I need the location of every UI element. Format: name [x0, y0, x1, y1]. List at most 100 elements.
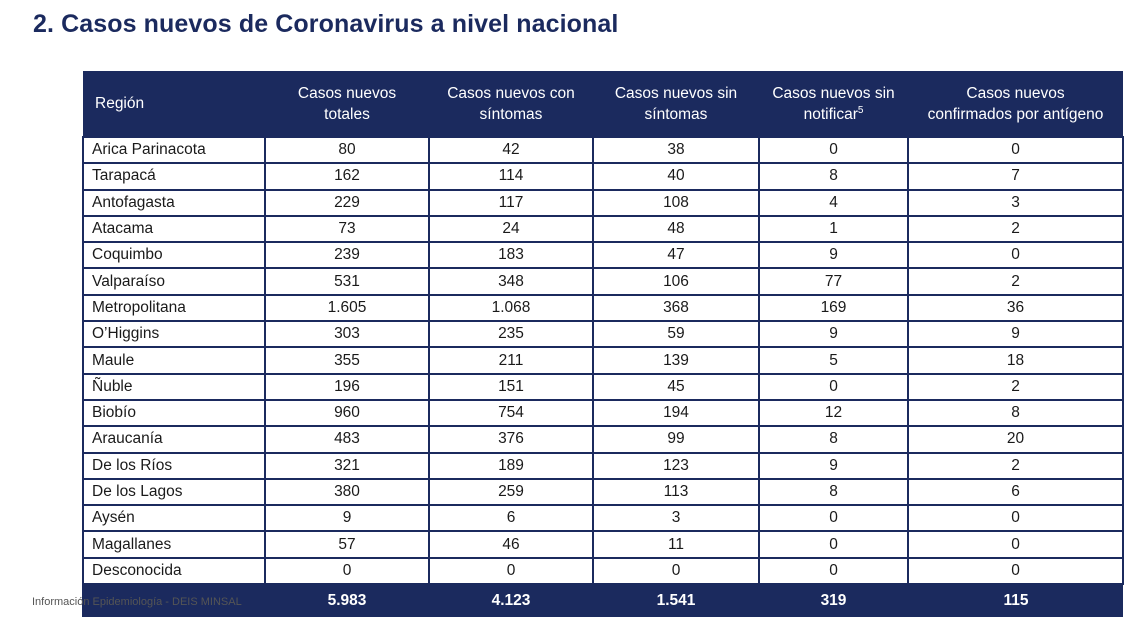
value-cell: 0 — [428, 556, 594, 586]
cases-table-container: Región Casos nuevos totales Casos nuevos… — [82, 71, 1124, 617]
value-cell: 355 — [264, 346, 430, 375]
value-cell: 99 — [592, 425, 760, 454]
source-footnote: Información Epidemiología - DEIS MINSAL — [32, 596, 242, 608]
value-cell: 0 — [758, 135, 909, 165]
value-cell: 321 — [264, 451, 430, 480]
value-cell: 114 — [428, 162, 594, 191]
header-label: notificar — [803, 105, 858, 123]
header-without-symptoms: Casos nuevos sin síntomas — [593, 71, 759, 137]
table-row: De los Lagos 380 259 113 8 6 — [82, 477, 1124, 507]
value-cell: 2 — [907, 267, 1124, 296]
table-row: Coquimbo 239 183 47 9 0 — [82, 241, 1124, 270]
value-cell: 6 — [428, 504, 594, 533]
total-cell: 1.541 — [592, 584, 759, 617]
value-cell: 235 — [428, 320, 594, 349]
value-cell: 42 — [428, 135, 594, 165]
region-name-cell: Araucanía — [82, 425, 266, 454]
value-cell: 38 — [592, 135, 760, 165]
value-cell: 483 — [264, 425, 430, 454]
value-cell: 0 — [907, 504, 1124, 533]
header-total: Casos nuevos totales — [265, 71, 429, 137]
table-row: De los Ríos 321 189 123 9 2 — [82, 451, 1124, 480]
value-cell: 151 — [428, 372, 594, 401]
value-cell: 40 — [592, 162, 760, 191]
header-label: Casos nuevos — [966, 84, 1065, 102]
value-cell: 108 — [592, 188, 760, 217]
value-cell: 59 — [592, 320, 760, 349]
table-body: Arica Parinacota 80 42 38 0 0 Tarapacá 162 114 40… — [82, 135, 1124, 586]
table-row: Desconocida 0 0 0 0 0 — [82, 556, 1124, 586]
page-title: 2. Casos nuevos de Coronavirus a nivel n… — [33, 10, 619, 38]
total-cell: 319 — [758, 584, 908, 617]
value-cell: 0 — [758, 372, 909, 401]
region-name-cell: Biobío — [82, 398, 266, 428]
value-cell: 8 — [907, 398, 1124, 428]
table-row: Biobío 960 754 194 12 8 — [82, 398, 1124, 428]
region-name-cell: Desconocida — [82, 556, 266, 586]
value-cell: 380 — [264, 477, 430, 507]
table-header-row: Región Casos nuevos totales Casos nuevos… — [83, 71, 1123, 137]
value-cell: 376 — [428, 425, 594, 454]
value-cell: 189 — [428, 451, 594, 480]
value-cell: 7 — [907, 162, 1124, 191]
value-cell: 348 — [428, 267, 594, 296]
header-label: Casos nuevos — [297, 84, 397, 102]
region-name-cell: Tarapacá — [82, 162, 266, 191]
header-region: Región — [83, 71, 265, 137]
value-cell: 6 — [907, 477, 1124, 507]
value-cell: 46 — [428, 530, 594, 559]
value-cell: 9 — [758, 451, 909, 480]
value-cell: 11 — [592, 530, 760, 559]
value-cell: 8 — [758, 425, 909, 454]
value-cell: 3 — [907, 188, 1124, 217]
region-name-cell: Antofagasta — [82, 188, 266, 217]
value-cell: 9 — [264, 504, 430, 533]
footnote-marker: 5 — [857, 104, 864, 116]
value-cell: 960 — [264, 398, 430, 428]
value-cell: 36 — [907, 293, 1124, 323]
value-cell: 5 — [758, 346, 909, 375]
value-cell: 0 — [907, 241, 1124, 270]
header-with-symptoms: Casos nuevos con síntomas — [429, 71, 593, 137]
region-name-cell: Arica Parinacota — [82, 135, 266, 165]
table-row: Valparaíso 531 348 106 77 2 — [82, 267, 1124, 296]
table-row: Tarapacá 162 114 40 8 7 — [82, 162, 1124, 191]
value-cell: 113 — [592, 477, 760, 507]
header-label: Región — [95, 95, 145, 112]
value-cell: 3 — [592, 504, 760, 533]
region-name-cell: Coquimbo — [82, 241, 266, 270]
value-cell: 80 — [264, 135, 430, 165]
value-cell: 9 — [758, 320, 909, 349]
table-row: Atacama 73 24 48 1 2 — [82, 214, 1124, 244]
region-name-cell: Valparaíso — [82, 267, 266, 296]
total-cell: 5.983 — [264, 584, 429, 617]
header-label: Casos nuevos con — [447, 84, 575, 102]
value-cell: 47 — [592, 241, 760, 270]
value-cell: 8 — [758, 162, 909, 191]
region-name-cell: Metropolitana — [82, 293, 266, 323]
value-cell: 123 — [592, 451, 760, 480]
value-cell: 259 — [428, 477, 594, 507]
value-cell: 0 — [758, 504, 909, 533]
region-name-cell: De los Lagos — [82, 477, 266, 507]
value-cell: 73 — [264, 214, 430, 244]
table-row: Metropolitana 1.605 1.068 368 169 36 — [82, 293, 1124, 323]
value-cell: 183 — [428, 241, 594, 270]
region-name-cell: Maule — [82, 346, 266, 375]
value-cell: 211 — [428, 346, 594, 375]
header-label: confirmados por antígeno — [927, 105, 1104, 123]
value-cell: 57 — [264, 530, 430, 559]
value-cell: 754 — [428, 398, 594, 428]
value-cell: 0 — [907, 135, 1124, 165]
value-cell: 20 — [907, 425, 1124, 454]
value-cell: 303 — [264, 320, 430, 349]
header-antigen: Casos nuevos confirmados por antígeno — [908, 71, 1123, 137]
table-row: Antofagasta 229 117 108 4 3 — [82, 188, 1124, 217]
header-label: Casos nuevos sin — [614, 84, 738, 102]
value-cell: 45 — [592, 372, 760, 401]
value-cell: 0 — [907, 556, 1124, 586]
value-cell: 1.605 — [264, 293, 430, 323]
value-cell: 196 — [264, 372, 430, 401]
value-cell: 9 — [758, 241, 909, 270]
value-cell: 0 — [592, 556, 760, 586]
